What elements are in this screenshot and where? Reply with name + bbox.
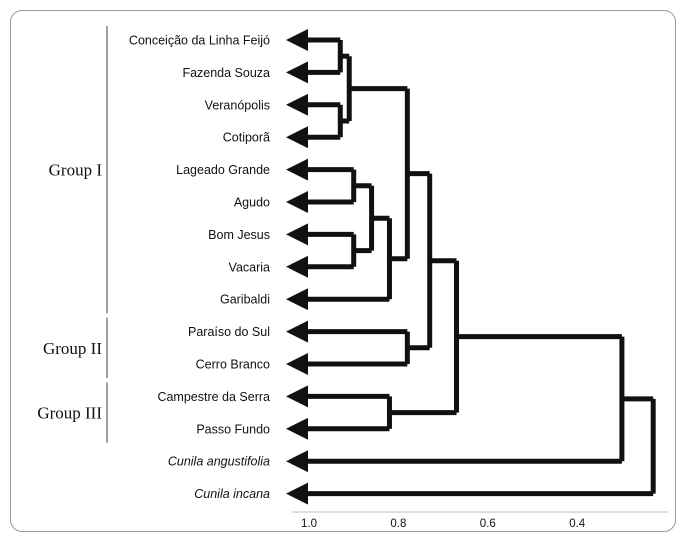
axis-tick-label: 0.4 [569,518,586,530]
axis-tick-label: 1.0 [301,518,317,530]
axis-tick-label: 0.6 [480,518,496,530]
merge-13 [285,396,656,505]
group-label: Group I [49,161,103,180]
dendrogram-branches [285,28,656,505]
merge-10 [285,385,392,440]
leaf-label: Paraíso do Sul [188,325,270,339]
leaf-label: Lageado Grande [176,163,270,177]
leaf-labels: Conceição da Linha Feijó Fazenda Souza Ver… [129,34,270,502]
merge-12 [285,334,625,473]
x-axis: 1.0 0.8 0.6 0.4 [292,511,668,530]
group-1: Group I [49,26,108,314]
merge-5 [353,183,375,254]
leaf-label: Veranópolis [205,98,270,112]
merge-7 [349,86,410,262]
leaf-label: Vacaria [229,260,271,274]
merge-11 [389,258,460,416]
figure-frame [10,10,676,532]
merge-9 [407,171,433,351]
leaf-label: Conceição da Linha Feijó [129,34,270,48]
group-label: Group III [37,404,102,423]
merge-0 [285,28,343,84]
merge-8 [285,320,410,376]
merge-6 [285,215,392,311]
leaf-label: Cotiporã [223,131,270,145]
leaf-label: Garibaldi [220,293,270,307]
leaf-label: Fazenda Souza [182,66,270,80]
leaf-label: Cerro Branco [196,358,270,372]
group-brackets: Group I Group II Group III [37,26,108,443]
merge-4 [285,223,357,278]
leaf-label: Bom Jesus [208,228,270,242]
axis-tick-label: 0.8 [390,518,406,530]
merge-1 [285,93,343,149]
leaf-label: Campestre da Serra [157,390,270,404]
group-3: Group III [37,382,108,443]
leaf-label: Passo Fundo [196,422,270,436]
group-label: Group II [43,339,102,358]
leaf-label: Cunila incana [194,487,270,501]
leaf-label: Agudo [234,196,270,210]
group-2: Group II [43,317,108,378]
leaf-label: Cunila angustifolia [168,455,270,469]
merge-3 [285,158,357,214]
